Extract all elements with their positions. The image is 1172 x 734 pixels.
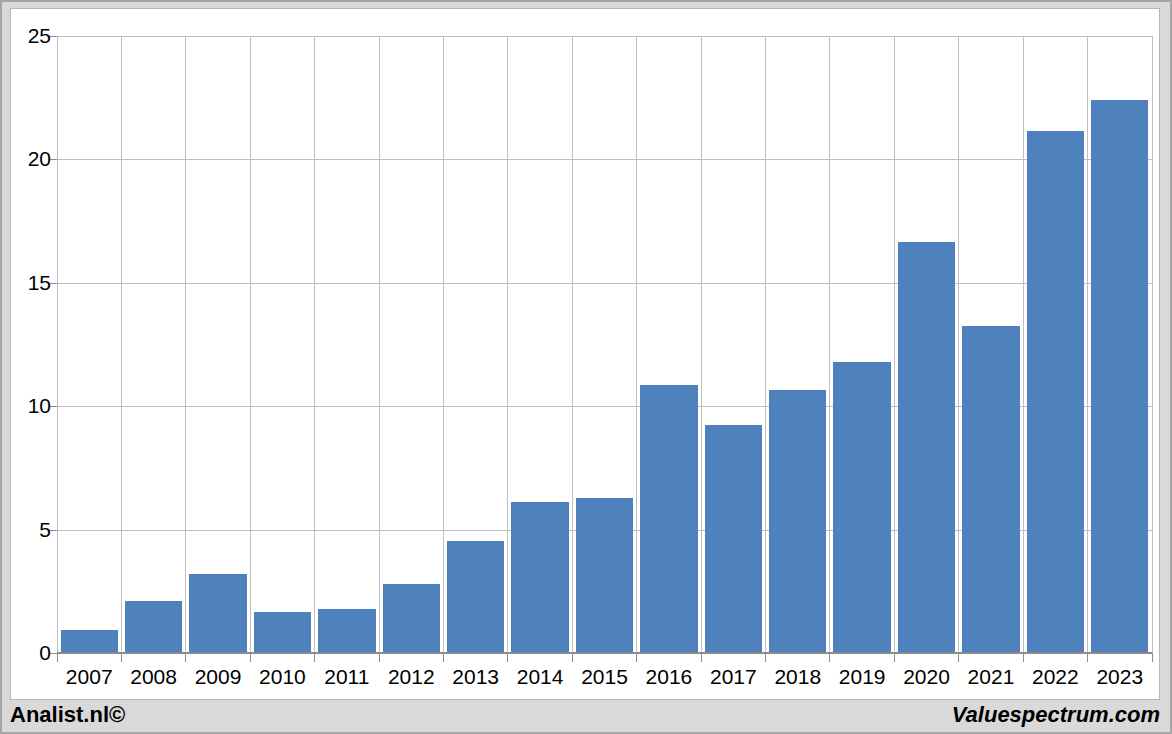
v-gridline-8 — [572, 36, 573, 653]
x-tick-8 — [572, 653, 573, 662]
x-tick-label-2017: 2017 — [710, 665, 757, 689]
x-tick-label-2023: 2023 — [1096, 665, 1143, 689]
x-axis-line — [57, 652, 1152, 654]
bar-2019 — [833, 362, 890, 653]
bar-2021 — [962, 326, 1019, 653]
bar-2009 — [189, 574, 246, 653]
x-tick-label-2014: 2014 — [517, 665, 564, 689]
y-tick-label-15: 15 — [11, 270, 51, 296]
v-gridline-6 — [443, 36, 444, 653]
analist-watermark: Analist.nl© — [10, 702, 125, 728]
h-gridline-20 — [57, 159, 1152, 160]
v-gridline-12 — [829, 36, 830, 653]
x-tick-label-2007: 2007 — [66, 665, 113, 689]
x-tick-5 — [379, 653, 380, 662]
x-tick-12 — [829, 653, 830, 662]
x-tick-7 — [507, 653, 508, 662]
chart-page: 0510152025 20072008200920102011201220132… — [0, 0, 1172, 734]
x-tick-label-2010: 2010 — [259, 665, 306, 689]
bar-2015 — [576, 498, 633, 653]
x-tick-label-2019: 2019 — [839, 665, 886, 689]
v-gridline-10 — [701, 36, 702, 653]
v-gridline-3 — [250, 36, 251, 653]
x-tick-10 — [701, 653, 702, 662]
x-tick-4 — [314, 653, 315, 662]
bar-2014 — [511, 502, 568, 653]
plot-area — [57, 36, 1152, 653]
x-tick-6 — [443, 653, 444, 662]
bar-2010 — [254, 612, 311, 653]
v-gridline-4 — [314, 36, 315, 653]
bar-2012 — [383, 584, 440, 653]
valuespectrum-watermark: Valuespectrum.com — [952, 702, 1160, 728]
x-tick-label-2020: 2020 — [903, 665, 950, 689]
bar-2018 — [769, 390, 826, 653]
h-gridline-25 — [57, 36, 1152, 37]
y-tick-label-5: 5 — [11, 517, 51, 543]
x-tick-label-2018: 2018 — [774, 665, 821, 689]
v-gridline-2 — [185, 36, 186, 653]
x-tick-label-2021: 2021 — [968, 665, 1015, 689]
x-tick-label-2015: 2015 — [581, 665, 628, 689]
v-gridline-14 — [958, 36, 959, 653]
y-axis: 0510152025 — [11, 36, 51, 653]
x-tick-3 — [250, 653, 251, 662]
bar-2008 — [125, 601, 182, 653]
x-tick-17 — [1152, 653, 1153, 662]
y-tick-label-10: 10 — [11, 393, 51, 419]
x-axis: 2007 2008 2009 2010 2011 2012 2013 2014 2015 2016… — [57, 665, 1152, 695]
bar-2020 — [898, 242, 955, 653]
x-tick-13 — [894, 653, 895, 662]
bar-2017 — [705, 425, 762, 653]
y-tick-label-20: 20 — [11, 146, 51, 172]
bar-2013 — [447, 541, 504, 653]
x-tick-16 — [1087, 653, 1088, 662]
v-gridline-17 — [1152, 36, 1153, 653]
x-tick-label-2016: 2016 — [646, 665, 693, 689]
x-tick-label-2011: 2011 — [324, 665, 369, 689]
chart-canvas: 0510152025 20072008200920102011201220132… — [10, 8, 1160, 700]
x-tick-label-2013: 2013 — [452, 665, 499, 689]
x-tick-label-2022: 2022 — [1032, 665, 1079, 689]
bar-2023 — [1091, 100, 1148, 653]
x-tick-1 — [121, 653, 122, 662]
h-gridline-15 — [57, 283, 1152, 284]
v-gridline-7 — [507, 36, 508, 653]
x-tick-label-2009: 2009 — [195, 665, 242, 689]
v-gridline-15 — [1023, 36, 1024, 653]
x-tick-15 — [1023, 653, 1024, 662]
v-gridline-5 — [379, 36, 380, 653]
bar-2007 — [61, 630, 118, 653]
x-tick-11 — [765, 653, 766, 662]
v-gridline-1 — [121, 36, 122, 653]
v-gridline-11 — [765, 36, 766, 653]
x-tick-label-2012: 2012 — [388, 665, 435, 689]
v-gridline-13 — [894, 36, 895, 653]
x-tick-9 — [636, 653, 637, 662]
bar-2016 — [640, 385, 697, 653]
x-tick-0 — [57, 653, 58, 662]
x-tick-2 — [185, 653, 186, 662]
y-tick-label-25: 25 — [11, 23, 51, 49]
x-tick-14 — [958, 653, 959, 662]
v-gridline-9 — [636, 36, 637, 653]
v-gridline-16 — [1087, 36, 1088, 653]
bar-2011 — [318, 609, 375, 653]
v-gridline-0 — [57, 36, 58, 653]
x-tick-label-2008: 2008 — [130, 665, 177, 689]
bar-2022 — [1027, 131, 1084, 653]
y-tick-label-0: 0 — [11, 640, 51, 666]
